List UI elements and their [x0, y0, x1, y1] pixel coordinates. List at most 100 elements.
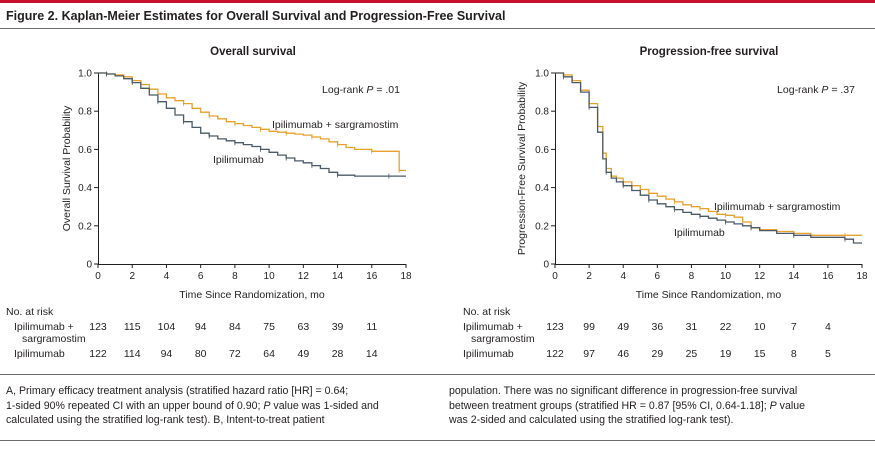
- y-axis-label-os: Overall Survival Probability: [61, 105, 73, 231]
- y-axis-label-pfs: Progression-Free Survival Probability: [516, 81, 528, 255]
- caption-rule: [0, 374, 875, 375]
- at-risk-row-label: Ipilimumab +: [463, 321, 523, 333]
- at-risk-count: 114: [123, 348, 141, 360]
- at-risk-count: 94: [194, 321, 207, 333]
- at-risk-count: 14: [365, 348, 378, 360]
- at-risk-count: 80: [194, 348, 207, 360]
- chart-title-pfs: Progression-free survival: [640, 46, 779, 58]
- y-tick-label-pfs: 0.6: [535, 145, 549, 156]
- series-label-os-combo: Ipilimumab + sargramostim: [272, 119, 399, 131]
- y-tick-label-os: 0: [86, 260, 92, 271]
- series-label-pfs-mono: Ipilimumab: [674, 227, 725, 239]
- at-risk-count: 10: [753, 321, 766, 333]
- x-tick-label-os: 12: [298, 271, 310, 282]
- at-risk-count: 28: [331, 348, 344, 360]
- x-tick-label-pfs: 4: [620, 271, 626, 282]
- at-risk-count: 84: [229, 321, 241, 333]
- chart-title-os: Overall survival: [210, 46, 296, 58]
- at-risk-count: 25: [685, 348, 698, 360]
- y-tick-label-pfs: 1.0: [535, 69, 549, 80]
- at-risk-count: 104: [157, 321, 176, 333]
- series-label-pfs-combo: Ipilimumab + sargramostim: [714, 201, 841, 213]
- km-curve-os-mono: [98, 72, 406, 177]
- series-label-os-mono: Ipilimumab: [213, 154, 264, 166]
- at-risk-row-label: Ipilimumab: [463, 348, 514, 360]
- km-curve-pfs-mono: [555, 72, 862, 244]
- at-risk-count: 46: [617, 348, 630, 360]
- at-risk-row-label: Ipilimumab: [14, 348, 65, 360]
- at-risk-count: 11: [366, 321, 378, 333]
- at-risk-count: 39: [331, 321, 344, 333]
- at-risk-row-label-cont: sargramostim: [22, 333, 86, 345]
- caption-line: 1-sided 90% repeated CI with an upper bo…: [6, 399, 379, 412]
- caption-right: population. There was no significant dif…: [449, 384, 875, 428]
- at-risk-count: 8: [790, 348, 797, 360]
- y-tick-label-os: 0.4: [78, 183, 92, 194]
- at-risk-count: 7: [790, 321, 797, 333]
- at-risk-count: 4: [824, 321, 831, 333]
- x-tick-label-os: 2: [129, 271, 135, 282]
- top-accent-bar: [0, 0, 875, 3]
- at-risk-row-label-cont: sargramostim: [471, 333, 535, 345]
- y-tick-label-os: 0.6: [78, 145, 92, 156]
- at-risk-count: 22: [719, 321, 732, 333]
- log-rank-annotation-os: Log-rank P = .01: [322, 84, 400, 96]
- caption-line: was 2-sided and calculated using the str…: [449, 414, 734, 426]
- x-tick-label-os: 6: [198, 271, 204, 282]
- x-tick-label-pfs: 12: [754, 271, 766, 282]
- at-risk-count: 19: [719, 348, 732, 360]
- log-rank-annotation-pfs: Log-rank P = .37: [777, 84, 855, 96]
- figure-title: Figure 2. Kaplan-Meier Estimates for Ove…: [6, 9, 506, 23]
- at-risk-count: 15: [753, 348, 766, 360]
- at-risk-count: 122: [546, 348, 564, 360]
- at-risk-heading-os: No. at risk: [6, 306, 54, 318]
- at-risk-count: 29: [651, 348, 664, 360]
- at-risk-count: 99: [583, 321, 595, 333]
- y-tick-label-pfs: 0: [543, 260, 549, 271]
- at-risk-count: 115: [123, 321, 141, 333]
- x-tick-label-os: 4: [164, 271, 170, 282]
- caption-line: population. There was no significant dif…: [449, 385, 798, 397]
- y-tick-label-pfs: 0.2: [535, 221, 549, 232]
- at-risk-table-pfs: No. at risk Ipilimumab + sargramostim 123 99…: [463, 306, 875, 366]
- y-tick-label-os: 0.2: [78, 221, 92, 232]
- at-risk-count: 123: [546, 321, 564, 333]
- x-tick-label-os: 14: [332, 271, 344, 282]
- at-risk-count: 122: [89, 348, 107, 360]
- x-tick-label-pfs: 10: [720, 271, 732, 282]
- x-tick-label-pfs: 14: [788, 271, 800, 282]
- y-tick-label-pfs: 0.8: [535, 107, 549, 118]
- x-tick-label-os: 8: [232, 271, 238, 282]
- x-axis-label-os: Time Since Randomization, mo: [179, 289, 325, 301]
- x-tick-label-pfs: 0: [552, 271, 558, 282]
- at-risk-count: 75: [263, 321, 275, 333]
- at-risk-count: 49: [617, 321, 630, 333]
- at-risk-count: 123: [89, 321, 107, 333]
- at-risk-heading-pfs: No. at risk: [463, 306, 511, 318]
- x-tick-label-pfs: 18: [856, 271, 868, 282]
- title-rule: [0, 28, 875, 29]
- x-tick-label-os: 16: [366, 271, 378, 282]
- x-tick-label-pfs: 16: [822, 271, 834, 282]
- at-risk-count: 64: [263, 348, 275, 360]
- x-axis-label-pfs: Time Since Randomization, mo: [636, 289, 782, 301]
- at-risk-count: 36: [651, 321, 664, 333]
- at-risk-count: 97: [583, 348, 595, 360]
- x-tick-label-os: 0: [95, 271, 101, 282]
- y-tick-label-os: 1.0: [78, 69, 92, 80]
- at-risk-count: 31: [685, 321, 698, 333]
- progression-free-survival-chart: Progression-free survival 0 2 4 6 8 10 12 14 16 18…: [516, 46, 868, 301]
- x-tick-label-os: 18: [400, 271, 412, 282]
- caption-line: A, Primary efficacy treatment analysis (…: [6, 385, 349, 397]
- at-risk-row-label: Ipilimumab +: [14, 321, 74, 333]
- caption-line: calculated using the stratified log-rank…: [6, 414, 325, 426]
- at-risk-count: 72: [229, 348, 241, 360]
- x-tick-label-os: 10: [264, 271, 276, 282]
- y-tick-label-os: 0.8: [78, 107, 92, 118]
- y-tick-label-pfs: 0.4: [535, 183, 549, 194]
- x-tick-label-pfs: 6: [655, 271, 661, 282]
- caption-left: A, Primary efficacy treatment analysis (…: [6, 384, 426, 428]
- at-risk-count: 94: [160, 348, 173, 360]
- at-risk-count: 49: [297, 348, 310, 360]
- at-risk-count: 63: [297, 321, 310, 333]
